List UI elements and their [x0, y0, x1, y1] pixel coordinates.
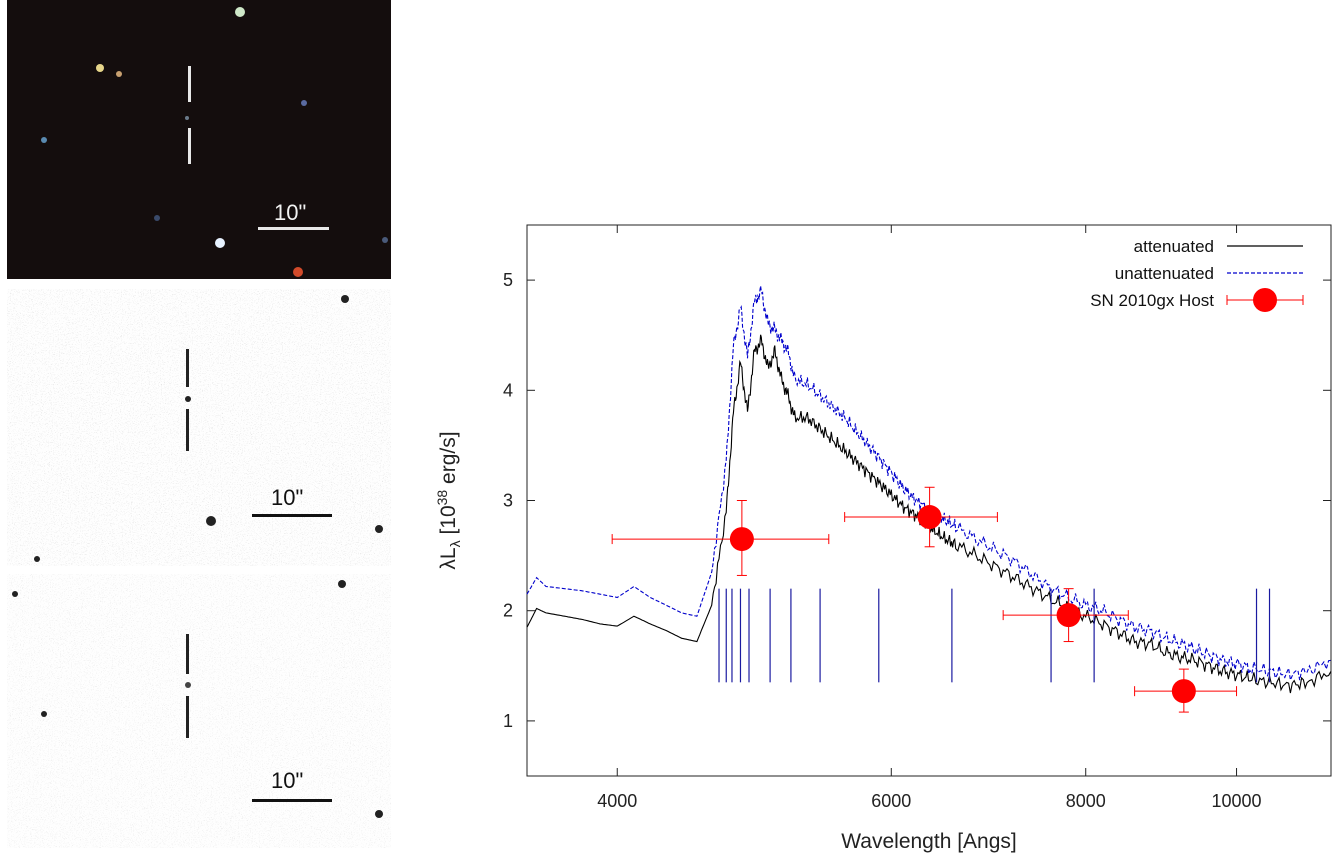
y-title-mid: [10	[437, 505, 460, 540]
host-galaxy	[185, 116, 189, 120]
host-photometry-point	[917, 505, 942, 530]
star	[338, 580, 346, 588]
y-tick-label: 3	[503, 491, 513, 511]
x-tick-label: 6000	[871, 791, 911, 811]
host-image-gray-2: 10"	[7, 574, 391, 848]
host-image-gray-1: 10"	[7, 289, 391, 566]
star	[301, 100, 307, 106]
marker-line-top	[186, 634, 189, 674]
legend-label: attenuated	[1134, 237, 1214, 256]
scale-bar	[258, 227, 329, 230]
scale-bar	[252, 799, 332, 802]
marker-line-top	[188, 66, 191, 102]
star	[382, 237, 388, 243]
gray-image-svg: 10"	[7, 574, 391, 848]
star	[41, 711, 47, 717]
gray-image-svg: 10"	[7, 289, 391, 566]
star	[154, 215, 160, 221]
marker-line-bottom	[186, 696, 189, 738]
marker-line-bottom	[188, 128, 191, 164]
series-line-attenuated	[526, 334, 1332, 694]
host-galaxy	[185, 682, 191, 688]
color-image-svg: 10"	[7, 0, 391, 279]
legend: attenuated unattenuated SN 2010gx Host	[1090, 237, 1304, 312]
y-tick-label: 2	[503, 601, 513, 621]
y-title-sup: 38	[434, 490, 450, 506]
star	[293, 267, 303, 277]
star	[375, 525, 383, 533]
host-photometry-point	[729, 527, 754, 552]
scale-label: 10"	[271, 485, 303, 510]
host-galaxy	[185, 396, 191, 402]
star	[215, 238, 225, 248]
x-tick-label: 10000	[1212, 791, 1262, 811]
star	[116, 71, 122, 77]
legend-marker	[1253, 288, 1277, 312]
scale-label: 10"	[271, 768, 303, 793]
scale-bar	[252, 514, 332, 517]
y-title-post: erg/s]	[437, 431, 460, 489]
legend-label: SN 2010gx Host	[1090, 291, 1214, 310]
star	[41, 137, 47, 143]
star	[12, 591, 18, 597]
x-tick-label: 4000	[597, 791, 637, 811]
star	[96, 64, 104, 72]
star	[206, 516, 216, 526]
star	[235, 7, 245, 17]
marker-line-top	[186, 349, 189, 387]
y-tick-label: 1	[503, 711, 513, 731]
y-title-pre: λL	[437, 547, 460, 569]
star	[341, 295, 349, 303]
y-tick-label: 5	[503, 270, 513, 290]
y-tick-label: 4	[503, 380, 513, 400]
host-photometry-point	[1056, 603, 1081, 628]
star	[34, 556, 40, 562]
x-axis-title: Wavelength [Angs]	[841, 830, 1017, 853]
legend-label: unattenuated	[1115, 264, 1214, 283]
host-photometry-point	[1171, 679, 1196, 704]
series-line-unattenuated	[526, 285, 1332, 682]
y-axis-title: λLλ [1038 erg/s]	[434, 431, 463, 569]
host-image-color: 10"	[7, 0, 391, 279]
image-noise	[7, 574, 391, 848]
scale-label: 10"	[274, 200, 306, 225]
star	[375, 810, 383, 818]
y-title-sub: λ	[447, 540, 463, 547]
image-noise	[7, 289, 391, 566]
marker-line-bottom	[186, 409, 189, 451]
x-tick-label: 8000	[1066, 791, 1106, 811]
